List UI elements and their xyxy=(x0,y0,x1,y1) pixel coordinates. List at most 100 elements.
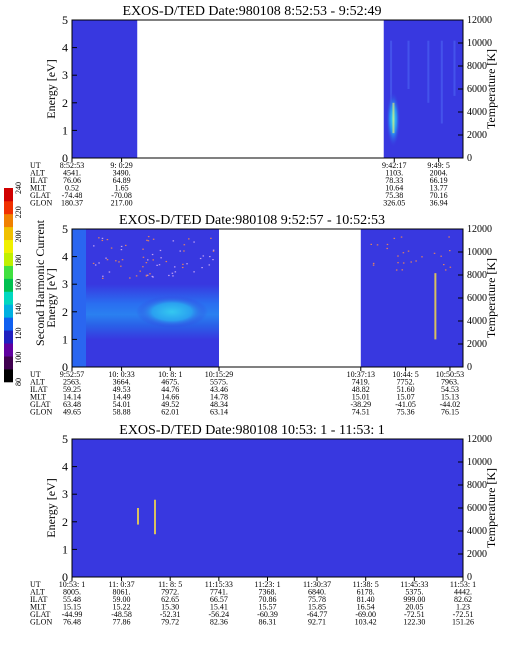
y-tick-label: 2 xyxy=(62,96,68,110)
table-cell: 82.36 xyxy=(210,618,228,627)
texture-streak xyxy=(453,40,456,96)
table-cell: 48.82 xyxy=(352,385,370,394)
colorbar: 80 100 120 140 160 180 200 220 240 Second Harmon… xyxy=(4,182,47,386)
spectrogram-data xyxy=(71,228,464,368)
table-cell: 81.40 xyxy=(357,595,375,604)
y2-tick-labels: 0 2000 4000 6000 8000 10000 12000 xyxy=(458,15,492,164)
table-cell: 75.78 xyxy=(308,595,326,604)
table-cell: 10.64 xyxy=(385,184,403,193)
spectrogram-data xyxy=(71,19,464,159)
table-cell: 58.88 xyxy=(113,408,131,417)
table-row-label: UT xyxy=(30,370,41,379)
y2-tick-label: 10000 xyxy=(467,38,492,49)
table-row-label: ILAT xyxy=(30,385,47,394)
table-cell: -52.31 xyxy=(160,610,181,619)
table-cell: 70.16 xyxy=(430,191,448,200)
y2-tick-labels: 0 2000 4000 6000 8000 10000 12000 xyxy=(458,434,492,583)
table-cell: 15.01 xyxy=(352,393,370,402)
table-cell: 44.76 xyxy=(161,385,179,394)
noise-dot xyxy=(160,257,162,259)
table-cell: -38.29 xyxy=(350,400,371,409)
table-cell: 63.14 xyxy=(210,408,228,417)
table-cell: -74.48 xyxy=(62,191,83,200)
y-tick-label: 5 xyxy=(62,222,68,236)
table-cell: 15.07 xyxy=(397,393,415,402)
noise-dot xyxy=(179,250,181,252)
table-cell: 49.53 xyxy=(113,385,131,394)
table-row-label: MLT xyxy=(30,603,46,612)
noise-dot xyxy=(118,261,120,263)
noise-dot xyxy=(449,266,452,268)
noise-dot xyxy=(147,240,150,242)
noise-dot xyxy=(210,237,212,239)
table-cell: 6178. xyxy=(357,588,375,597)
table-row-label: UT xyxy=(30,580,41,589)
table-cell: 10: 0:33 xyxy=(108,370,134,379)
y2-tick-label: 6000 xyxy=(467,84,487,95)
colorbar-tick-label: 220 xyxy=(14,206,23,218)
texture-streak xyxy=(390,40,393,117)
noise-dot xyxy=(135,275,138,277)
table-cell: 43.46 xyxy=(210,385,228,394)
table-cell: 2563. xyxy=(63,378,81,387)
table-cell: 9:42:17 xyxy=(382,161,406,170)
table-cell: 4675. xyxy=(161,378,179,387)
table-cell: 3490. xyxy=(113,169,131,178)
y-tick-label: 2 xyxy=(62,305,68,319)
noise-dot xyxy=(145,262,148,264)
spectrogram-panel-1: EXOS-D/TED Date:980108 8:52:53 - 9:52:49… xyxy=(30,4,498,208)
table-cell: 11:45:33 xyxy=(400,580,428,589)
noise-dot xyxy=(407,250,410,252)
table-row-label: MLT xyxy=(30,393,46,402)
y-axis-label: Energy [eV] xyxy=(44,478,58,537)
noise-dot xyxy=(410,261,412,263)
noise-dot xyxy=(146,259,149,261)
noise-dot xyxy=(370,243,372,245)
noise-dot xyxy=(106,238,109,241)
panel-title: EXOS-D/TED Date:980108 8:52:53 - 9:52:49 xyxy=(123,4,382,19)
table-cell: 54.53 xyxy=(441,385,459,394)
table-cell: 11: 0:37 xyxy=(108,580,134,589)
noise-dot xyxy=(174,271,177,273)
y2-tick-label: 8000 xyxy=(467,480,487,491)
noise-dot xyxy=(193,241,195,243)
noise-dot xyxy=(209,255,211,258)
noise-dot xyxy=(395,269,398,271)
noise-dot xyxy=(115,260,117,262)
y-tick-label: 2 xyxy=(62,515,68,529)
table-cell: 20.05 xyxy=(405,603,423,612)
noise-dot xyxy=(193,271,195,273)
table-cell: -69.00 xyxy=(355,610,376,619)
y2-tick-label: 2000 xyxy=(467,549,487,560)
y2-tick-label: 2000 xyxy=(467,130,487,141)
y-tick-labels: 0 1 2 3 4 5 xyxy=(62,13,77,165)
table-cell: 7972. xyxy=(161,588,179,597)
table-cell: 14.14 xyxy=(63,393,81,402)
table-cell: 59.00 xyxy=(113,595,131,604)
y2-tick-label: 0 xyxy=(467,362,472,373)
table-cell: 36.94 xyxy=(430,199,448,208)
table-cell: 66.19 xyxy=(430,176,448,185)
table-cell: 10:15:29 xyxy=(205,370,233,379)
y2-tick-label: 8000 xyxy=(467,270,487,281)
noise-dot xyxy=(372,262,375,265)
table-cell: 1.65 xyxy=(115,184,129,193)
colorbar-swatch xyxy=(4,213,13,228)
colorbar-tick-label: 80 xyxy=(14,378,23,386)
table-cell: 15.41 xyxy=(210,603,228,612)
noise-dot xyxy=(124,244,127,247)
table-cell: -41.05 xyxy=(395,400,416,409)
colorbar-swatch xyxy=(4,265,13,279)
y-axis-label: Energy [eV] xyxy=(44,59,58,118)
colorbar-swatch xyxy=(4,252,13,266)
spike-streak xyxy=(154,499,156,535)
table-row-label: MLT xyxy=(30,184,46,193)
y-tick-labels: 0 1 2 3 4 5 xyxy=(62,432,77,584)
noise-dot xyxy=(105,257,107,259)
table-cell: 76.06 xyxy=(63,176,81,185)
y-tick-label: 4 xyxy=(62,460,68,474)
table-cell: 1103. xyxy=(385,169,403,178)
table-cell: 10: 8: 1 xyxy=(158,370,182,379)
table-cell: 62.01 xyxy=(161,408,179,417)
texture-streak xyxy=(427,40,430,103)
